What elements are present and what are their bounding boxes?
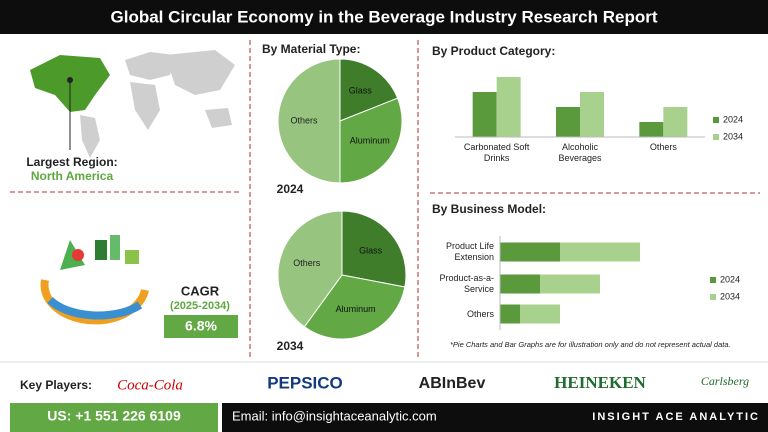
legend-swatch bbox=[713, 134, 719, 140]
pie-slice bbox=[277, 210, 343, 328]
chart-title: By Product Category: bbox=[432, 44, 555, 58]
bar-segment bbox=[500, 242, 560, 262]
recycle-icon bbox=[40, 235, 149, 325]
category-label: Others bbox=[466, 308, 494, 319]
key-players-label: Key Players: bbox=[20, 378, 92, 392]
category-label: Product Life Extension bbox=[445, 241, 494, 262]
brand: INSIGHT ACE ANALYTIC bbox=[592, 411, 760, 423]
title: Global Circular Economy in the Beverage … bbox=[111, 7, 658, 26]
category-label: Alcoholic Beverages bbox=[558, 142, 602, 163]
bar-segment bbox=[500, 274, 540, 294]
legend-swatch bbox=[710, 294, 716, 300]
player-logo: ABInBev bbox=[419, 375, 486, 392]
bar bbox=[496, 77, 521, 137]
pie-year: 2024 bbox=[277, 182, 304, 196]
category-label-text: Carbonated Soft Drinks bbox=[463, 142, 530, 163]
cagr-value: 6.8% bbox=[185, 318, 217, 334]
legend-label: 2024 bbox=[720, 274, 740, 284]
category-label: Others bbox=[649, 142, 677, 152]
bar bbox=[639, 122, 664, 137]
legend-label: 2034 bbox=[723, 131, 743, 141]
category-label-text: Others bbox=[466, 308, 494, 319]
world-map bbox=[30, 50, 235, 158]
player-logo: PEPSICO bbox=[267, 373, 343, 392]
bar bbox=[663, 107, 688, 137]
chart-title: By Material Type: bbox=[262, 42, 360, 56]
bar-segment bbox=[560, 242, 640, 262]
email[interactable]: Email: info@insightaceanalytic.com bbox=[232, 408, 437, 423]
pie-slice bbox=[339, 97, 403, 184]
category-label-text: Alcoholic Beverages bbox=[558, 142, 602, 163]
legend-label: 2024 bbox=[723, 114, 743, 124]
pie-slice bbox=[339, 58, 399, 122]
legend-label: 2034 bbox=[720, 291, 740, 301]
pie-slice bbox=[277, 58, 341, 184]
cagr-label: CAGR bbox=[181, 283, 220, 298]
player-logo: HEINEKEN bbox=[554, 373, 646, 392]
region-value: North America bbox=[31, 169, 114, 183]
note: *Pie Charts and Bar Graphs are for illus… bbox=[450, 340, 731, 349]
region-label: Largest Region: bbox=[26, 155, 117, 169]
footer-bar bbox=[222, 403, 768, 432]
cagr-period: (2025-2034) bbox=[170, 300, 230, 312]
slice-label: Others bbox=[291, 115, 319, 125]
cagr-box bbox=[164, 315, 238, 338]
legend-swatch bbox=[713, 117, 719, 123]
player-logo: Coca-Cola bbox=[117, 377, 183, 393]
slice-label: Others bbox=[293, 258, 321, 268]
phone-box bbox=[10, 403, 218, 432]
bar-segment bbox=[520, 304, 560, 324]
slice-label: Glass bbox=[359, 246, 383, 256]
category-label-text: Others bbox=[649, 142, 677, 152]
bar bbox=[580, 92, 604, 137]
slice-label: Aluminum bbox=[336, 304, 376, 314]
slice-label: Aluminum bbox=[350, 136, 390, 146]
category-label: Carbonated Soft Drinks bbox=[463, 142, 530, 163]
category-label: Product-as-a-Service bbox=[439, 273, 494, 294]
pie-slice bbox=[341, 210, 407, 288]
bar-segment bbox=[540, 274, 600, 294]
bar bbox=[556, 107, 580, 137]
bar bbox=[472, 92, 497, 137]
pie-year: 2034 bbox=[277, 339, 304, 353]
category-label-text: Product Life Extension bbox=[445, 241, 494, 262]
bar-segment bbox=[500, 304, 520, 324]
title-bar bbox=[0, 0, 768, 34]
slice-label: Glass bbox=[349, 86, 373, 96]
chart-title: By Business Model: bbox=[432, 202, 546, 216]
phone: US: +1 551 226 6109 bbox=[47, 408, 181, 424]
legend-swatch bbox=[710, 277, 716, 283]
player-logo: Carlsberg bbox=[701, 374, 749, 388]
category-label-text: Product-as-a-Service bbox=[439, 273, 494, 294]
pie-slice bbox=[303, 274, 406, 340]
